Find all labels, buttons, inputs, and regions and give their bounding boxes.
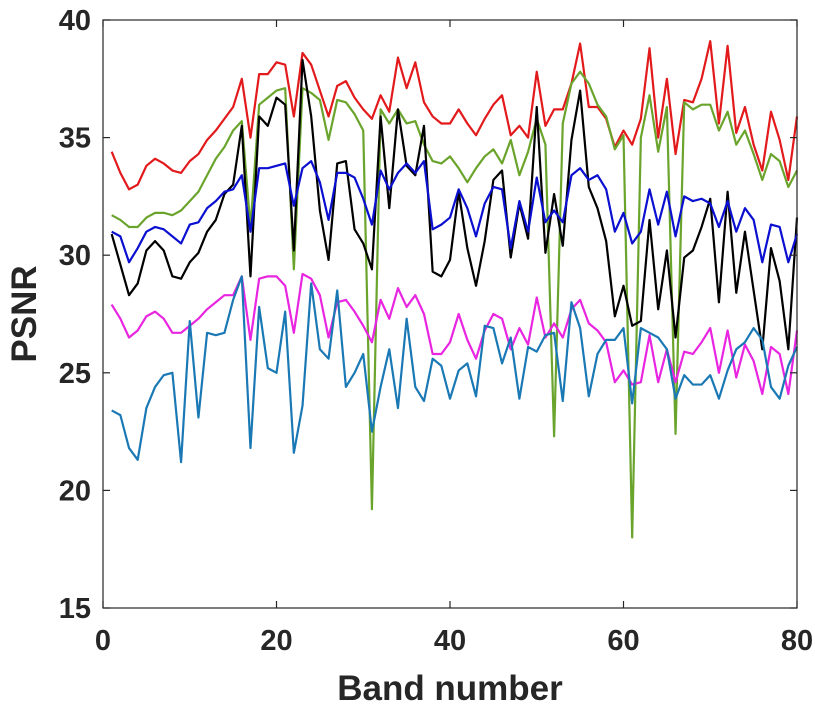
- y-tick-label: 35: [59, 123, 91, 155]
- series-line-5: [110, 272, 799, 396]
- y-tick-label: 15: [59, 593, 91, 625]
- series-line-2: [111, 70, 798, 539]
- x-tick-label: 0: [95, 625, 111, 657]
- x-tick-label: 40: [434, 625, 466, 657]
- series-layer: [110, 40, 799, 539]
- y-axis-title: PSNR: [5, 265, 44, 362]
- x-tick-label: 60: [607, 625, 639, 657]
- x-tick-label: 80: [781, 625, 813, 657]
- series-line-1: [110, 40, 799, 191]
- tick-layer: 0 20 40 60 80 15 20 25 30 35 40: [59, 5, 813, 657]
- x-tick-label: 20: [260, 625, 292, 657]
- x-axis-title: Band number: [337, 669, 563, 708]
- series-line-3: [110, 58, 799, 351]
- y-tick-label: 25: [59, 358, 91, 390]
- series-line-6: [111, 275, 798, 464]
- y-tick-label: 40: [59, 5, 91, 37]
- y-tick-label: 30: [59, 240, 91, 272]
- series-line-4: [111, 160, 799, 264]
- y-tick-label: 20: [59, 475, 91, 507]
